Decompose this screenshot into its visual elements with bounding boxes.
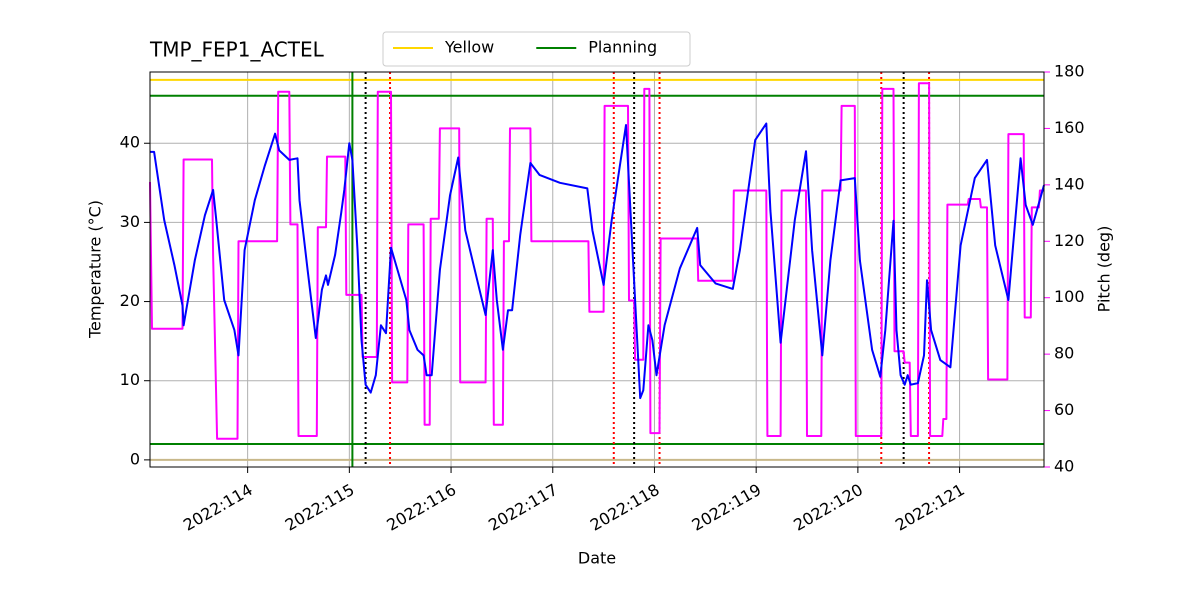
y2-tick-label: 120	[1054, 231, 1085, 250]
y2-axis-label: Pitch (deg)	[1095, 226, 1114, 313]
y-axis-label: Temperature (°C)	[86, 200, 105, 339]
plot-frame	[149, 71, 1045, 468]
legend-label: Yellow	[444, 38, 494, 57]
y2-tick-label: 180	[1054, 62, 1085, 81]
y2-tick-label: 100	[1054, 287, 1085, 306]
y-tick-label: 10	[120, 370, 140, 389]
y-tick-label: 30	[120, 212, 140, 231]
y2-tick-label: 40	[1054, 457, 1074, 476]
data-line	[149, 82, 1044, 440]
y-tick-label: 0	[130, 449, 140, 468]
y-tick-label: 40	[120, 133, 140, 152]
y2-tick-label: 140	[1054, 174, 1085, 193]
y2-tick-label: 160	[1054, 118, 1085, 137]
chart-title: TMP_FEP1_ACTEL	[149, 38, 325, 62]
y2-tick-label: 60	[1054, 400, 1074, 419]
x-axis-label: Date	[578, 549, 616, 568]
data-line	[150, 122, 1045, 400]
y-tick-label: 20	[120, 291, 140, 310]
legend-label: Planning	[588, 38, 657, 57]
y2-tick-label: 80	[1054, 344, 1074, 363]
legend: Yellow Planning	[382, 31, 691, 67]
